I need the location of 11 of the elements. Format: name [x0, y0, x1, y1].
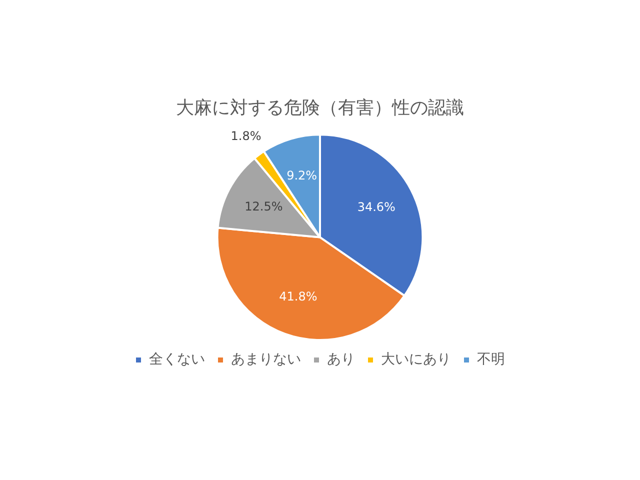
- legend-label: あり: [327, 352, 355, 368]
- chart-title: 大麻に対する危険（有害）性の認識: [176, 97, 464, 118]
- data-label: 34.6%: [357, 200, 396, 214]
- legend-label: あまりない: [231, 352, 301, 368]
- data-label: 9.2%: [286, 168, 318, 182]
- legend-label: 大いにあり: [381, 352, 451, 368]
- legend-label: 全くない: [149, 352, 205, 368]
- data-label: 12.5%: [244, 200, 283, 214]
- data-label: 41.8%: [279, 289, 318, 304]
- data-label: 1.8%: [230, 129, 262, 144]
- legend-label: 不明: [477, 352, 505, 368]
